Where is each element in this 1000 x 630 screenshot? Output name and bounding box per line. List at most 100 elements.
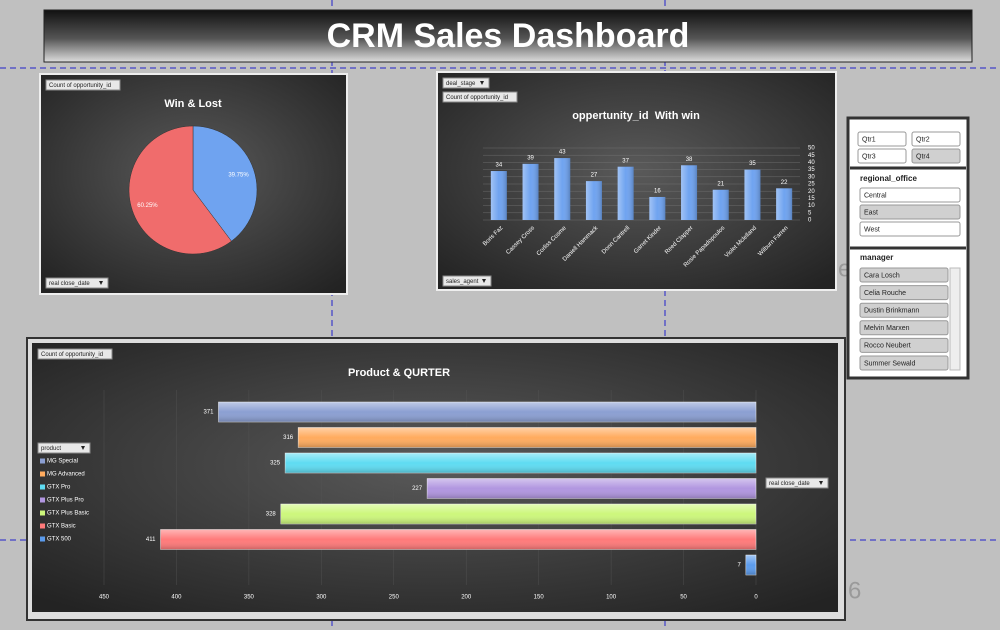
filter-button[interactable] xyxy=(45,79,121,91)
data-label: 7 xyxy=(738,563,742,569)
x-tick-label: 0 xyxy=(754,595,758,601)
slicer-item[interactable] xyxy=(911,131,961,147)
y-tick-label: 15 xyxy=(808,196,815,202)
y-tick-label: 30 xyxy=(808,174,815,180)
slicer-item[interactable] xyxy=(859,221,961,237)
x-tick-label: 400 xyxy=(171,595,182,601)
dropdown-arrow xyxy=(480,81,484,85)
legend-swatch xyxy=(40,523,45,529)
slicer-item-label: Qtr4 xyxy=(916,153,930,160)
slicer-item-label: Qtr1 xyxy=(862,136,876,143)
slicer-item-label: Rocco Neubert xyxy=(864,343,911,350)
data-label: 316 xyxy=(283,435,294,441)
slicer-item[interactable] xyxy=(857,131,907,147)
legend-swatch xyxy=(40,510,45,516)
bar-shine xyxy=(745,555,756,575)
data-label: 227 xyxy=(412,486,423,492)
legend-label: GTX Plus Pro xyxy=(47,498,84,504)
data-label: 37 xyxy=(622,158,629,164)
slicer-item[interactable] xyxy=(859,320,949,336)
legend-label: GTX Basic xyxy=(47,524,76,530)
dropdown-arrow xyxy=(81,446,85,450)
dropdown-arrow xyxy=(482,279,486,283)
dashboard-title: CRM Sales Dashboard xyxy=(327,17,690,55)
data-label: 39 xyxy=(527,155,534,161)
data-label: 43 xyxy=(559,150,566,156)
slicer-item-label: Melvin Marxen xyxy=(864,325,910,332)
chart-title: Product & QURTER xyxy=(348,367,450,379)
y-tick-label: 35 xyxy=(808,167,815,173)
filter-button[interactable] xyxy=(37,442,91,454)
filter-button-label: Count of opportunity_id xyxy=(446,95,508,101)
slicer-item[interactable] xyxy=(859,187,961,203)
bar-shine xyxy=(681,165,698,220)
chart-title: oppertunity_id With win xyxy=(572,110,700,122)
slicer-item-label: Summer Sewald xyxy=(864,360,915,367)
filter-button-label: Count of opportunity_id xyxy=(41,352,103,358)
slicer-item[interactable] xyxy=(859,267,949,283)
filter-button[interactable] xyxy=(765,477,829,489)
slicer-item-label: Qtr3 xyxy=(862,153,876,160)
slicer-item[interactable] xyxy=(859,285,949,301)
data-label: 22 xyxy=(781,180,788,186)
filter-button-label: product xyxy=(41,446,61,452)
data-label: 38 xyxy=(686,157,693,163)
filter-button[interactable] xyxy=(45,277,109,289)
slicer-item[interactable] xyxy=(859,355,949,371)
bar-shine xyxy=(298,427,756,448)
bar-shine xyxy=(160,529,757,550)
y-tick-label: 45 xyxy=(808,153,815,159)
slicer-item[interactable] xyxy=(859,337,949,353)
data-label: 16 xyxy=(654,189,661,195)
x-tick-label: 50 xyxy=(680,595,687,601)
legend-label: GTX Pro xyxy=(47,485,71,491)
slicer-item-label: East xyxy=(864,209,878,216)
x-tick-label: 100 xyxy=(606,595,617,601)
dropdown-arrow xyxy=(99,281,103,285)
data-label: 34 xyxy=(496,163,503,169)
data-label: 371 xyxy=(203,410,214,416)
x-tick-label: 200 xyxy=(461,595,472,601)
filter-button[interactable] xyxy=(442,275,492,287)
filter-button-label: real close_date xyxy=(49,281,90,287)
data-label: 39.75% xyxy=(228,172,249,178)
slicer-item-label: West xyxy=(864,226,880,233)
slicer-title: manager xyxy=(860,253,893,262)
slicer-item[interactable] xyxy=(859,204,961,220)
bar-shine xyxy=(617,166,634,220)
filter-button-label: deal_stage xyxy=(446,81,476,87)
slicer-item[interactable] xyxy=(859,302,949,318)
y-tick-label: 10 xyxy=(808,203,815,209)
slicer-item[interactable] xyxy=(857,148,907,164)
scrollbar[interactable] xyxy=(949,267,961,371)
slicer-item[interactable] xyxy=(911,148,961,164)
slicer-item-label: Dustin Brinkmann xyxy=(864,308,919,315)
legend-swatch xyxy=(40,471,45,477)
slicer-item-label: Central xyxy=(864,192,887,199)
y-tick-label: 0 xyxy=(808,218,812,224)
y-tick-label: 50 xyxy=(808,146,815,152)
legend-label: MG Advanced xyxy=(47,472,85,478)
filter-button[interactable] xyxy=(442,77,490,89)
slicer-item-label: Qtr2 xyxy=(916,136,930,143)
bar-shine xyxy=(554,158,571,220)
bar-shine xyxy=(285,453,756,473)
dropdown-arrow xyxy=(819,481,823,485)
filter-button-label: Count of opportunity_id xyxy=(49,83,111,89)
bar-shine xyxy=(585,181,602,220)
data-label: 325 xyxy=(270,461,281,467)
legend-label: GTX 500 xyxy=(47,537,72,543)
y-tick-label: 20 xyxy=(808,189,815,195)
chart-title: Win & Lost xyxy=(164,98,222,110)
x-tick-label: 250 xyxy=(389,595,400,601)
filter-button[interactable] xyxy=(37,348,113,360)
slicer-item-label: Cara Losch xyxy=(864,272,900,279)
filter-button[interactable] xyxy=(442,91,518,103)
x-tick-label: 150 xyxy=(534,595,545,601)
x-tick-label: 300 xyxy=(316,595,327,601)
slicer-title: regional_office xyxy=(860,174,917,183)
legend-label: GTX Plus Basic xyxy=(47,511,89,517)
bar-shine xyxy=(490,171,507,220)
data-label: 328 xyxy=(266,512,277,518)
